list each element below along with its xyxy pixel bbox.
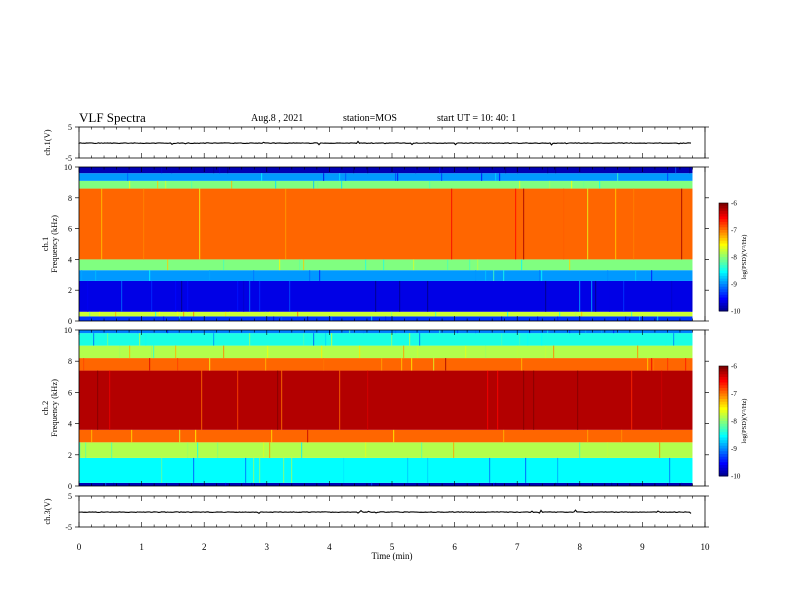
station-label: station=MOS — [343, 113, 397, 124]
ch1-spectrogram-band-1 — [79, 311, 693, 317]
ch2-spectrogram-band-3 — [79, 429, 693, 443]
ch1-spectrogram-band-4 — [79, 259, 693, 271]
x-tick-label: 6 — [452, 542, 457, 552]
ch2-spectrogram-ytick-label: 2 — [68, 451, 72, 460]
x-tick-label: 1 — [139, 542, 144, 552]
ch1-spectrogram-ylabel-line1: ch.1 — [40, 237, 50, 251]
ch2-spectrogram-ylabel-line2: Frequency (kHz) — [49, 379, 59, 437]
ch1-spectrogram-ytick-label: 2 — [68, 286, 72, 295]
ch2-spectrogram-texture — [79, 330, 687, 486]
ch1-spectrogram-band-3 — [79, 270, 693, 281]
x-tick-label: 5 — [390, 542, 395, 552]
ch1-waveform-ytick-label: 5 — [68, 123, 72, 132]
ch1-spectrogram-colorbar-tick-label: -7 — [731, 227, 737, 235]
ch1-spectrogram-ytick-label: 10 — [64, 163, 72, 172]
figure-title: VLF Spectra — [79, 110, 146, 125]
ch1-spectrogram-ylabel-line2: Frequency (kHz) — [49, 215, 59, 273]
ch2-spectrogram-band-4 — [79, 370, 693, 430]
ch1-spectrogram-band-2 — [79, 280, 693, 312]
ch1-waveform-ytick-label: -5 — [65, 154, 72, 163]
ch1-spectrogram-colorbar-tick-label: -6 — [731, 200, 737, 208]
ch2-spectrogram-ytick-label: 0 — [68, 482, 72, 491]
ch1-spectrogram-band-7 — [79, 173, 693, 181]
ch2-spectrogram-band-1 — [79, 457, 693, 483]
ch2-spectrogram-colorbar — [719, 366, 728, 477]
ch2-spectrogram-ytick-label: 4 — [68, 420, 72, 429]
ch2-spectrogram-colorbar-frame — [718, 365, 729, 477]
x-tick-label: 9 — [640, 542, 645, 552]
ch3-waveform-ytick-label: -5 — [65, 523, 72, 532]
ch2-spectrogram-ytick-label: 10 — [64, 326, 72, 335]
ch1-spectrogram-colorbar — [719, 203, 728, 312]
ch1-spectrogram-ytick-label: 8 — [68, 194, 72, 203]
ch1-spectrogram-colorbar-tick-label: -9 — [731, 281, 737, 289]
ch1-waveform-trace — [78, 140, 692, 146]
ch1-spectrogram-colorbar-label: log(PSD)(V²/Hz) — [741, 235, 748, 280]
x-tick-label: 7 — [515, 542, 520, 552]
ch3-waveform-trace — [78, 509, 692, 515]
ch1-waveform-ylabel: ch.1(V) — [42, 129, 52, 155]
ch2-spectrogram-band-5 — [79, 358, 693, 371]
ch2-spectrogram-colorbar-tick-label: -6 — [731, 363, 737, 371]
x-tick-label: 2 — [202, 542, 207, 552]
x-tick-label: 4 — [327, 542, 332, 552]
ch2-spectrogram-colorbar-tick-label: -10 — [731, 473, 741, 481]
ch3-waveform-ytick-label: 5 — [68, 492, 72, 501]
ch2-spectrogram-band-2 — [79, 442, 693, 458]
ch1-spectrogram-colorbar-tick-label: -8 — [731, 254, 737, 262]
date-label: Aug.8 , 2021 — [251, 113, 304, 124]
ch1-spectrogram-ytick-label: 4 — [68, 255, 72, 264]
ch2-spectrogram-band-8 — [79, 330, 693, 334]
x-tick-label: 10 — [701, 542, 711, 552]
ch2-spectrogram-ytick-label: 6 — [68, 388, 72, 397]
ch2-spectrogram-ylabel-line1: ch.2 — [40, 401, 50, 415]
ch1-spectrogram-ytick-label: 6 — [68, 225, 72, 234]
ch2-spectrogram-ytick-label: 8 — [68, 357, 72, 366]
x-tick-label: 0 — [77, 542, 82, 552]
ch1-spectrogram-colorbar-tick-label: -10 — [731, 308, 741, 316]
ch1-spectrogram-colorbar-frame — [718, 202, 729, 312]
ch2-spectrogram-colorbar-label: log(PSD)(V²/Hz) — [741, 399, 748, 444]
ch2-spectrogram-band-7 — [79, 333, 693, 346]
ch1-spectrogram-band-8 — [79, 167, 693, 174]
ch1-spectrogram-ytick-label: 0 — [68, 317, 72, 326]
ch1-spectrogram-band-6 — [79, 180, 693, 189]
ch2-spectrogram-colorbar-tick-label: -7 — [731, 390, 737, 398]
ch2-spectrogram-band-6 — [79, 345, 693, 359]
x-axis-label: Time (min) — [372, 551, 413, 561]
ch3-waveform-ylabel: ch.3(V) — [42, 498, 52, 524]
x-tick-label: 3 — [265, 542, 270, 552]
ch1-spectrogram-texture — [81, 167, 693, 321]
ch1-spectrogram-band-5 — [79, 188, 693, 260]
ch2-spectrogram-colorbar-tick-label: -8 — [731, 418, 737, 426]
ch2-spectrogram-band-0 — [79, 482, 693, 486]
ch2-spectrogram-colorbar-tick-label: -9 — [731, 445, 737, 453]
x-tick-label: 8 — [578, 542, 583, 552]
start-ut-label: start UT = 10: 40: 1 — [437, 113, 517, 124]
